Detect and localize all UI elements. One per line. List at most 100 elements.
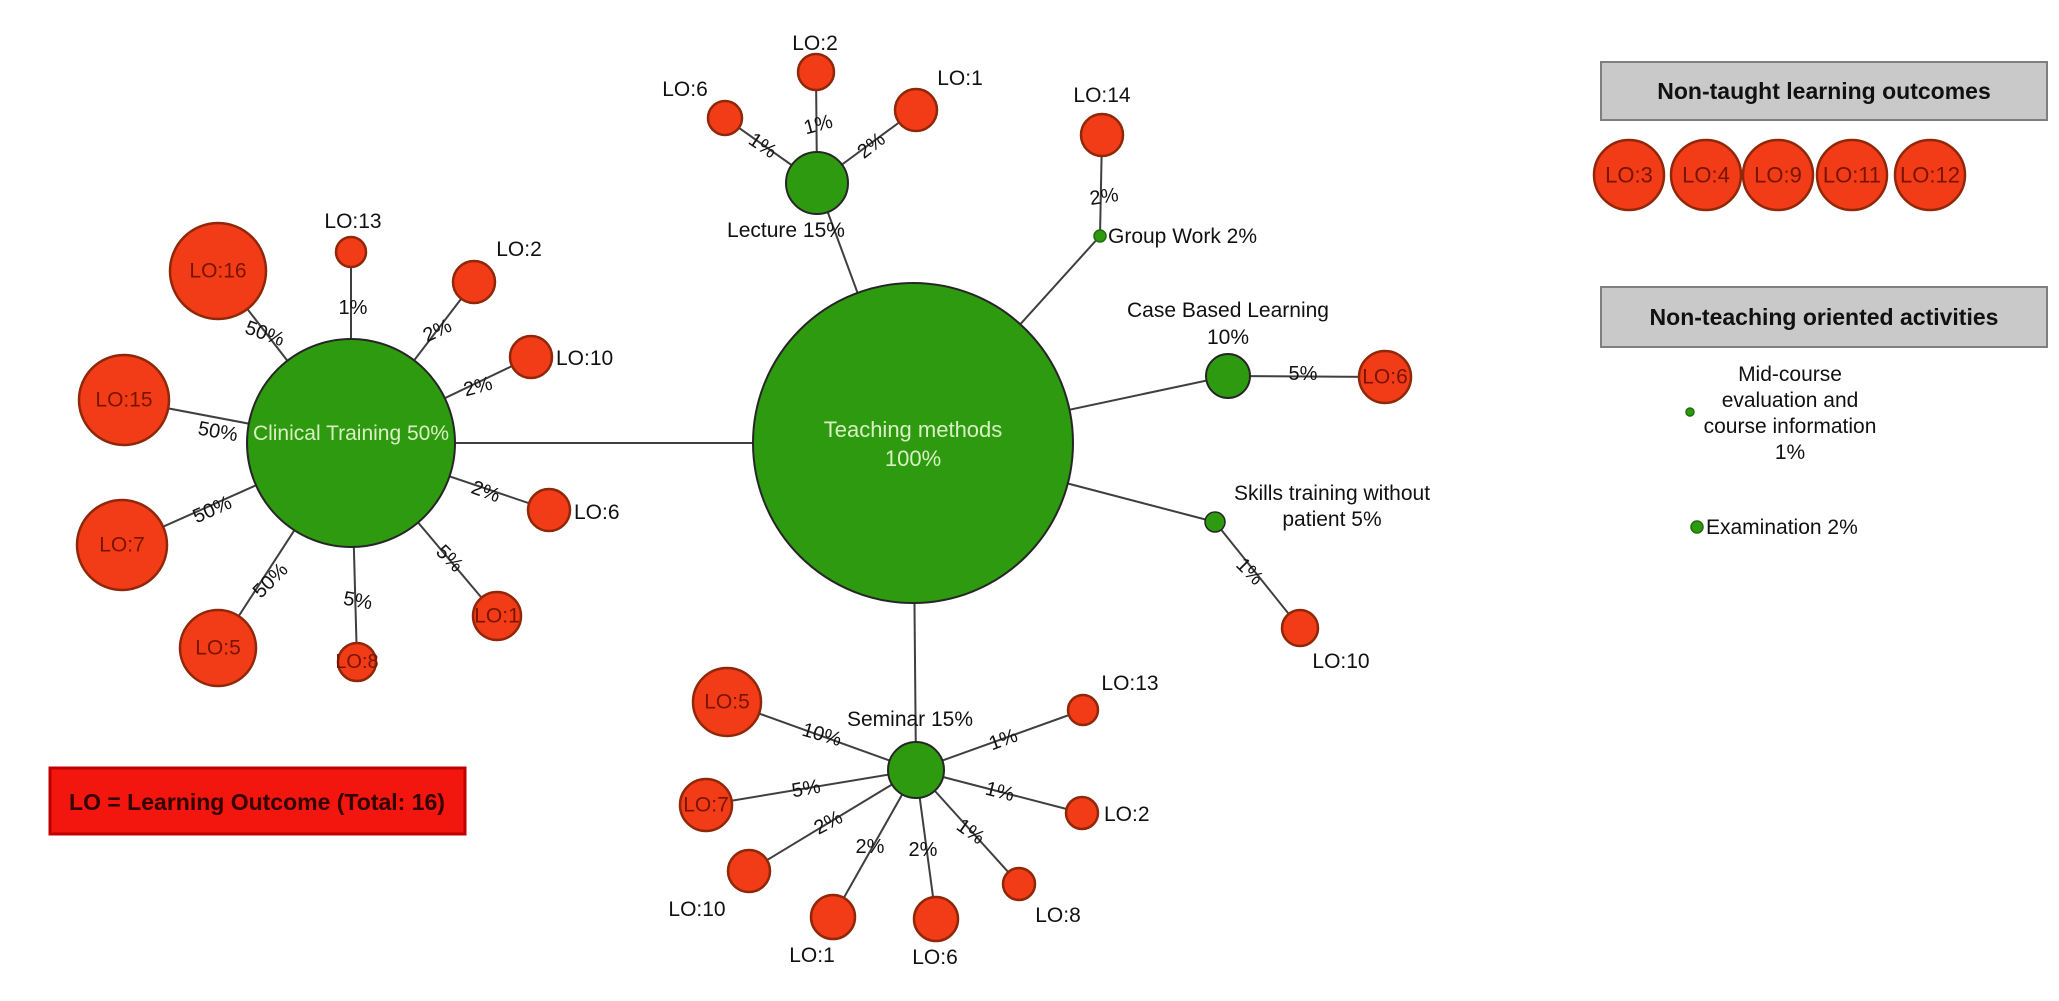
outcome-node-seminar-lo2	[1064, 795, 1100, 831]
outcome-node-clinical-lo5	[178, 608, 258, 688]
outcome-node-lecture-lo6	[706, 99, 744, 137]
legend-non-teaching-box	[1600, 286, 2048, 348]
edge-skills-lo10	[1214, 521, 1301, 629]
outcome-label-seminar-lo10: LO:10	[668, 898, 725, 921]
cluster-skills-training: Skills training without patient 5% LO:10…	[1204, 482, 1430, 673]
method-label-cbl-line2: 10%	[1207, 326, 1249, 349]
outcome-label-clinical-lo2: LO:2	[496, 238, 542, 261]
outcome-node-clinical-lo15	[77, 353, 171, 447]
legend-dot-examination	[1690, 520, 1704, 534]
edge-pct-seminar-lo5: 10%	[799, 719, 844, 751]
outcome-label-lecture-lo2: LO:2	[792, 32, 838, 55]
edge-pct-clinical-lo2: 2%	[420, 315, 456, 347]
edge-pct-clinical-lo5: 50%	[249, 559, 293, 603]
outcome-label-seminar-lo8: LO:8	[1035, 904, 1081, 927]
method-label-skills-line1: Skills training without	[1234, 482, 1430, 505]
edge-pct-seminar-lo6: 2%	[909, 839, 938, 861]
method-label-cbl-line1: Case Based Learning	[1127, 299, 1329, 322]
method-node-seminar	[887, 741, 945, 799]
legend-dot-mid-course	[1685, 407, 1695, 417]
method-node-skills-training	[1204, 511, 1226, 533]
outcome-label-seminar-lo2: LO:2	[1104, 803, 1150, 826]
outcome-node-lecture-lo2	[796, 52, 836, 92]
outcome-label-clinical-lo10: LO:10	[556, 347, 613, 370]
edge-pct-seminar-lo2: 1%	[983, 778, 1017, 806]
legend-mid-course-line4: 1%	[1775, 441, 1805, 464]
outcome-node-lecture-lo1	[893, 87, 939, 133]
outcome-node-clinical-lo6	[526, 487, 572, 533]
outcome-node-clinical-lo7	[75, 498, 169, 592]
outcome-node-seminar-lo13	[1066, 693, 1100, 727]
cluster-clinical-training: Clinical Training 50% LO:16 LO:13 LO:2 L…	[75, 210, 620, 688]
method-node-case-based-learning	[1205, 353, 1251, 399]
outcome-label-clinical-lo5: LO:5	[195, 637, 241, 660]
outcome-node-seminar-lo10	[726, 848, 772, 894]
outcome-label-lecture-lo1: LO:1	[937, 67, 983, 90]
outcome-node-clinical-lo2	[451, 259, 497, 305]
legend-node-lo9	[1741, 138, 1815, 212]
edge-pct-skills-lo10: 1%	[1231, 554, 1267, 590]
outcome-label-clinical-lo6: LO:6	[574, 501, 620, 524]
outcome-label-lecture-lo6: LO:6	[662, 78, 708, 101]
edge-pct-seminar-lo7: 5%	[790, 776, 823, 803]
method-label-clinical-training: Clinical Training 50%	[253, 422, 449, 445]
legend-node-lo12	[1893, 138, 1967, 212]
edge-seminar-lo13	[915, 709, 1084, 771]
method-node-clinical-training	[246, 338, 456, 548]
method-node-group-work	[1093, 229, 1107, 243]
outcome-label-seminar-lo5: LO:5	[704, 691, 750, 714]
legend-mid-course-line1: Mid-course	[1738, 363, 1842, 386]
edge-seminar-lo10	[748, 769, 917, 872]
root-label-line1: Teaching methods	[824, 417, 1003, 442]
method-label-seminar: Seminar 15%	[847, 708, 973, 731]
outcome-label-seminar-lo13: LO:13	[1101, 672, 1158, 695]
legend-mid-course-line2: evaluation and	[1722, 389, 1859, 412]
note: LO = Learning Outcome (Total: 16)	[48, 766, 467, 836]
edge-pct-seminar-lo13: 1%	[986, 725, 1021, 756]
outcome-label-clinical-lo1: LO:1	[474, 605, 520, 628]
outcome-node-clinical-lo10	[508, 334, 554, 380]
outcome-node-clinical-lo16	[168, 221, 268, 321]
outcome-label-clinical-lo16: LO:16	[189, 260, 246, 283]
outcome-label-clinical-lo13: LO:13	[324, 210, 381, 233]
legend-node-lo4	[1669, 138, 1743, 212]
cluster-group-work: Group Work 2% LO:14 2%	[1073, 84, 1257, 248]
legend-node-lo11	[1815, 138, 1889, 212]
outcome-node-seminar-lo8	[1001, 866, 1037, 902]
legend-label-lo9: LO:9	[1754, 163, 1802, 188]
edge-pct-clinical-lo7: 50%	[190, 492, 236, 528]
method-label-skills-line2: patient 5%	[1282, 508, 1381, 531]
edge-pct-lecture-lo6: 1%	[744, 129, 780, 164]
outcome-label-clinical-lo7: LO:7	[99, 534, 145, 557]
outcome-node-clinical-lo13	[334, 235, 368, 269]
legend-non-taught: Non-taught learning outcomes LO:3 LO:4 L…	[1592, 61, 2048, 212]
outcome-label-seminar-lo6: LO:6	[912, 946, 958, 969]
outcome-node-skills-lo10	[1280, 608, 1320, 648]
edge-pct-lecture-lo2: 1%	[801, 111, 835, 140]
edge-seminar-lo7	[705, 769, 917, 806]
legend-non-teaching: Non-teaching oriented activities Mid-cou…	[1600, 286, 2048, 539]
edge-pct-clinical-lo8: 5%	[342, 588, 375, 615]
outcome-node-groupwork-lo14	[1079, 112, 1125, 158]
legend-label-lo3: LO:3	[1605, 163, 1653, 188]
legend-label-lo4: LO:4	[1682, 163, 1730, 188]
outcome-node-seminar-lo6	[912, 895, 960, 943]
root-label-line2: 100%	[885, 446, 941, 471]
edge-pct-clinical-lo13: 1%	[339, 297, 368, 319]
legend-node-lo3	[1592, 138, 1666, 212]
legend-non-taught-title: Non-taught learning outcomes	[1657, 78, 1991, 104]
outcome-node-cbl-lo6	[1357, 349, 1413, 405]
edge-pct-clinical-lo10: 2%	[461, 373, 495, 402]
note-box	[48, 766, 467, 836]
edge-pct-cbl-lo6: 5%	[1289, 363, 1318, 385]
edge-pct-clinical-lo15: 50%	[196, 418, 239, 447]
outcome-node-seminar-lo7	[678, 777, 734, 833]
outcome-node-seminar-lo5	[691, 666, 763, 738]
method-label-group-work: Group Work 2%	[1108, 225, 1257, 248]
outcome-label-seminar-lo1: LO:1	[789, 944, 835, 967]
outcome-label-groupwork-lo14: LO:14	[1073, 84, 1131, 107]
method-label-lecture: Lecture 15%	[727, 219, 845, 242]
edge-pct-seminar-lo1: 2%	[856, 836, 885, 858]
cluster-seminar: Seminar 15% LO:5 LO:7 LO:10 LO:1 LO:6 LO…	[668, 666, 1159, 969]
cluster-lecture: Lecture 15% LO:6 LO:2 LO:1 1% 1% 2%	[662, 32, 983, 242]
